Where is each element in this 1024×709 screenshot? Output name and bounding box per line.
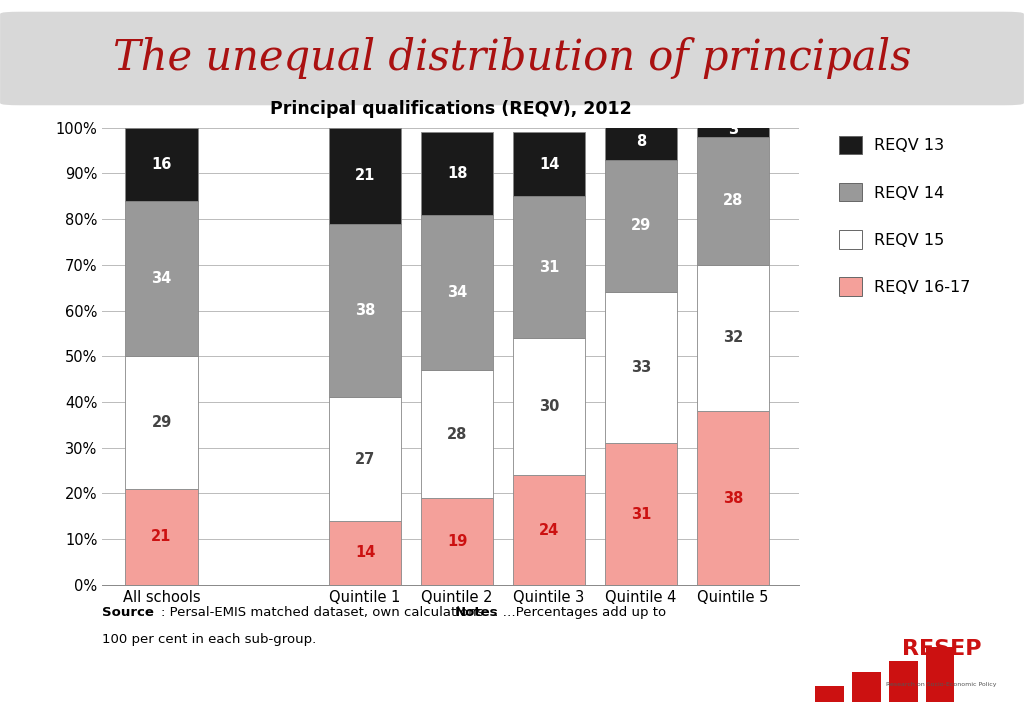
- Bar: [513, 475, 586, 585]
- Text: 28: 28: [446, 427, 467, 442]
- Text: 28: 28: [723, 194, 743, 208]
- Text: 3: 3: [728, 123, 738, 138]
- Bar: [421, 132, 494, 215]
- Bar: [852, 672, 881, 702]
- Title: Principal qualifications (REQV), 2012: Principal qualifications (REQV), 2012: [269, 100, 632, 118]
- Text: 38: 38: [355, 303, 376, 318]
- Bar: [513, 338, 586, 475]
- Bar: [889, 661, 918, 702]
- Text: 30: 30: [539, 399, 559, 414]
- Text: 33: 33: [631, 360, 651, 375]
- Bar: [697, 137, 769, 264]
- Bar: [125, 128, 198, 201]
- Text: 32: 32: [723, 330, 743, 345]
- Bar: [513, 132, 586, 196]
- Text: 19: 19: [446, 534, 467, 549]
- Bar: [329, 398, 401, 521]
- Text: 38: 38: [723, 491, 743, 506]
- Text: 14: 14: [539, 157, 559, 172]
- Bar: [926, 647, 954, 702]
- Text: Source: Source: [102, 606, 155, 619]
- Bar: [513, 196, 586, 338]
- Text: 21: 21: [152, 530, 172, 545]
- Text: 100 per cent in each sub-group.: 100 per cent in each sub-group.: [102, 633, 316, 646]
- Bar: [605, 443, 677, 585]
- Text: The unequal distribution of principals: The unequal distribution of principals: [113, 38, 911, 79]
- Text: Notes: Notes: [455, 606, 498, 619]
- Text: 16: 16: [152, 157, 172, 172]
- Bar: [125, 201, 198, 357]
- Text: RESEP: RESEP: [902, 639, 981, 659]
- Bar: [697, 411, 769, 585]
- Text: 31: 31: [631, 506, 651, 522]
- Text: 8: 8: [636, 134, 646, 149]
- Bar: [697, 264, 769, 411]
- Text: 34: 34: [447, 285, 467, 300]
- Bar: [125, 489, 198, 585]
- Text: 31: 31: [539, 259, 559, 274]
- Text: 24: 24: [539, 523, 559, 537]
- Text: Research on Socio-Economic Policy: Research on Socio-Economic Policy: [887, 681, 997, 687]
- Bar: [421, 370, 494, 498]
- Text: : …Percentages add up to: : …Percentages add up to: [494, 606, 666, 619]
- Bar: [605, 123, 677, 160]
- Bar: [697, 123, 769, 137]
- Text: 29: 29: [152, 415, 172, 430]
- Text: 29: 29: [631, 218, 651, 233]
- Bar: [421, 498, 494, 585]
- Text: 21: 21: [355, 168, 376, 183]
- Legend: REQV 13, REQV 14, REQV 15, REQV 16-17: REQV 13, REQV 14, REQV 15, REQV 16-17: [835, 131, 976, 301]
- Text: 34: 34: [152, 271, 172, 286]
- FancyBboxPatch shape: [1, 13, 1023, 105]
- Bar: [421, 215, 494, 370]
- Bar: [605, 292, 677, 443]
- Bar: [329, 521, 401, 585]
- Bar: [125, 357, 198, 489]
- Bar: [815, 686, 844, 702]
- Text: : Persal-EMIS matched dataset, own calculations.: : Persal-EMIS matched dataset, own calcu…: [161, 606, 492, 619]
- Text: 14: 14: [355, 545, 376, 560]
- Text: 18: 18: [446, 166, 467, 181]
- Bar: [605, 160, 677, 292]
- Bar: [329, 223, 401, 398]
- Bar: [329, 128, 401, 223]
- Text: 27: 27: [355, 452, 375, 467]
